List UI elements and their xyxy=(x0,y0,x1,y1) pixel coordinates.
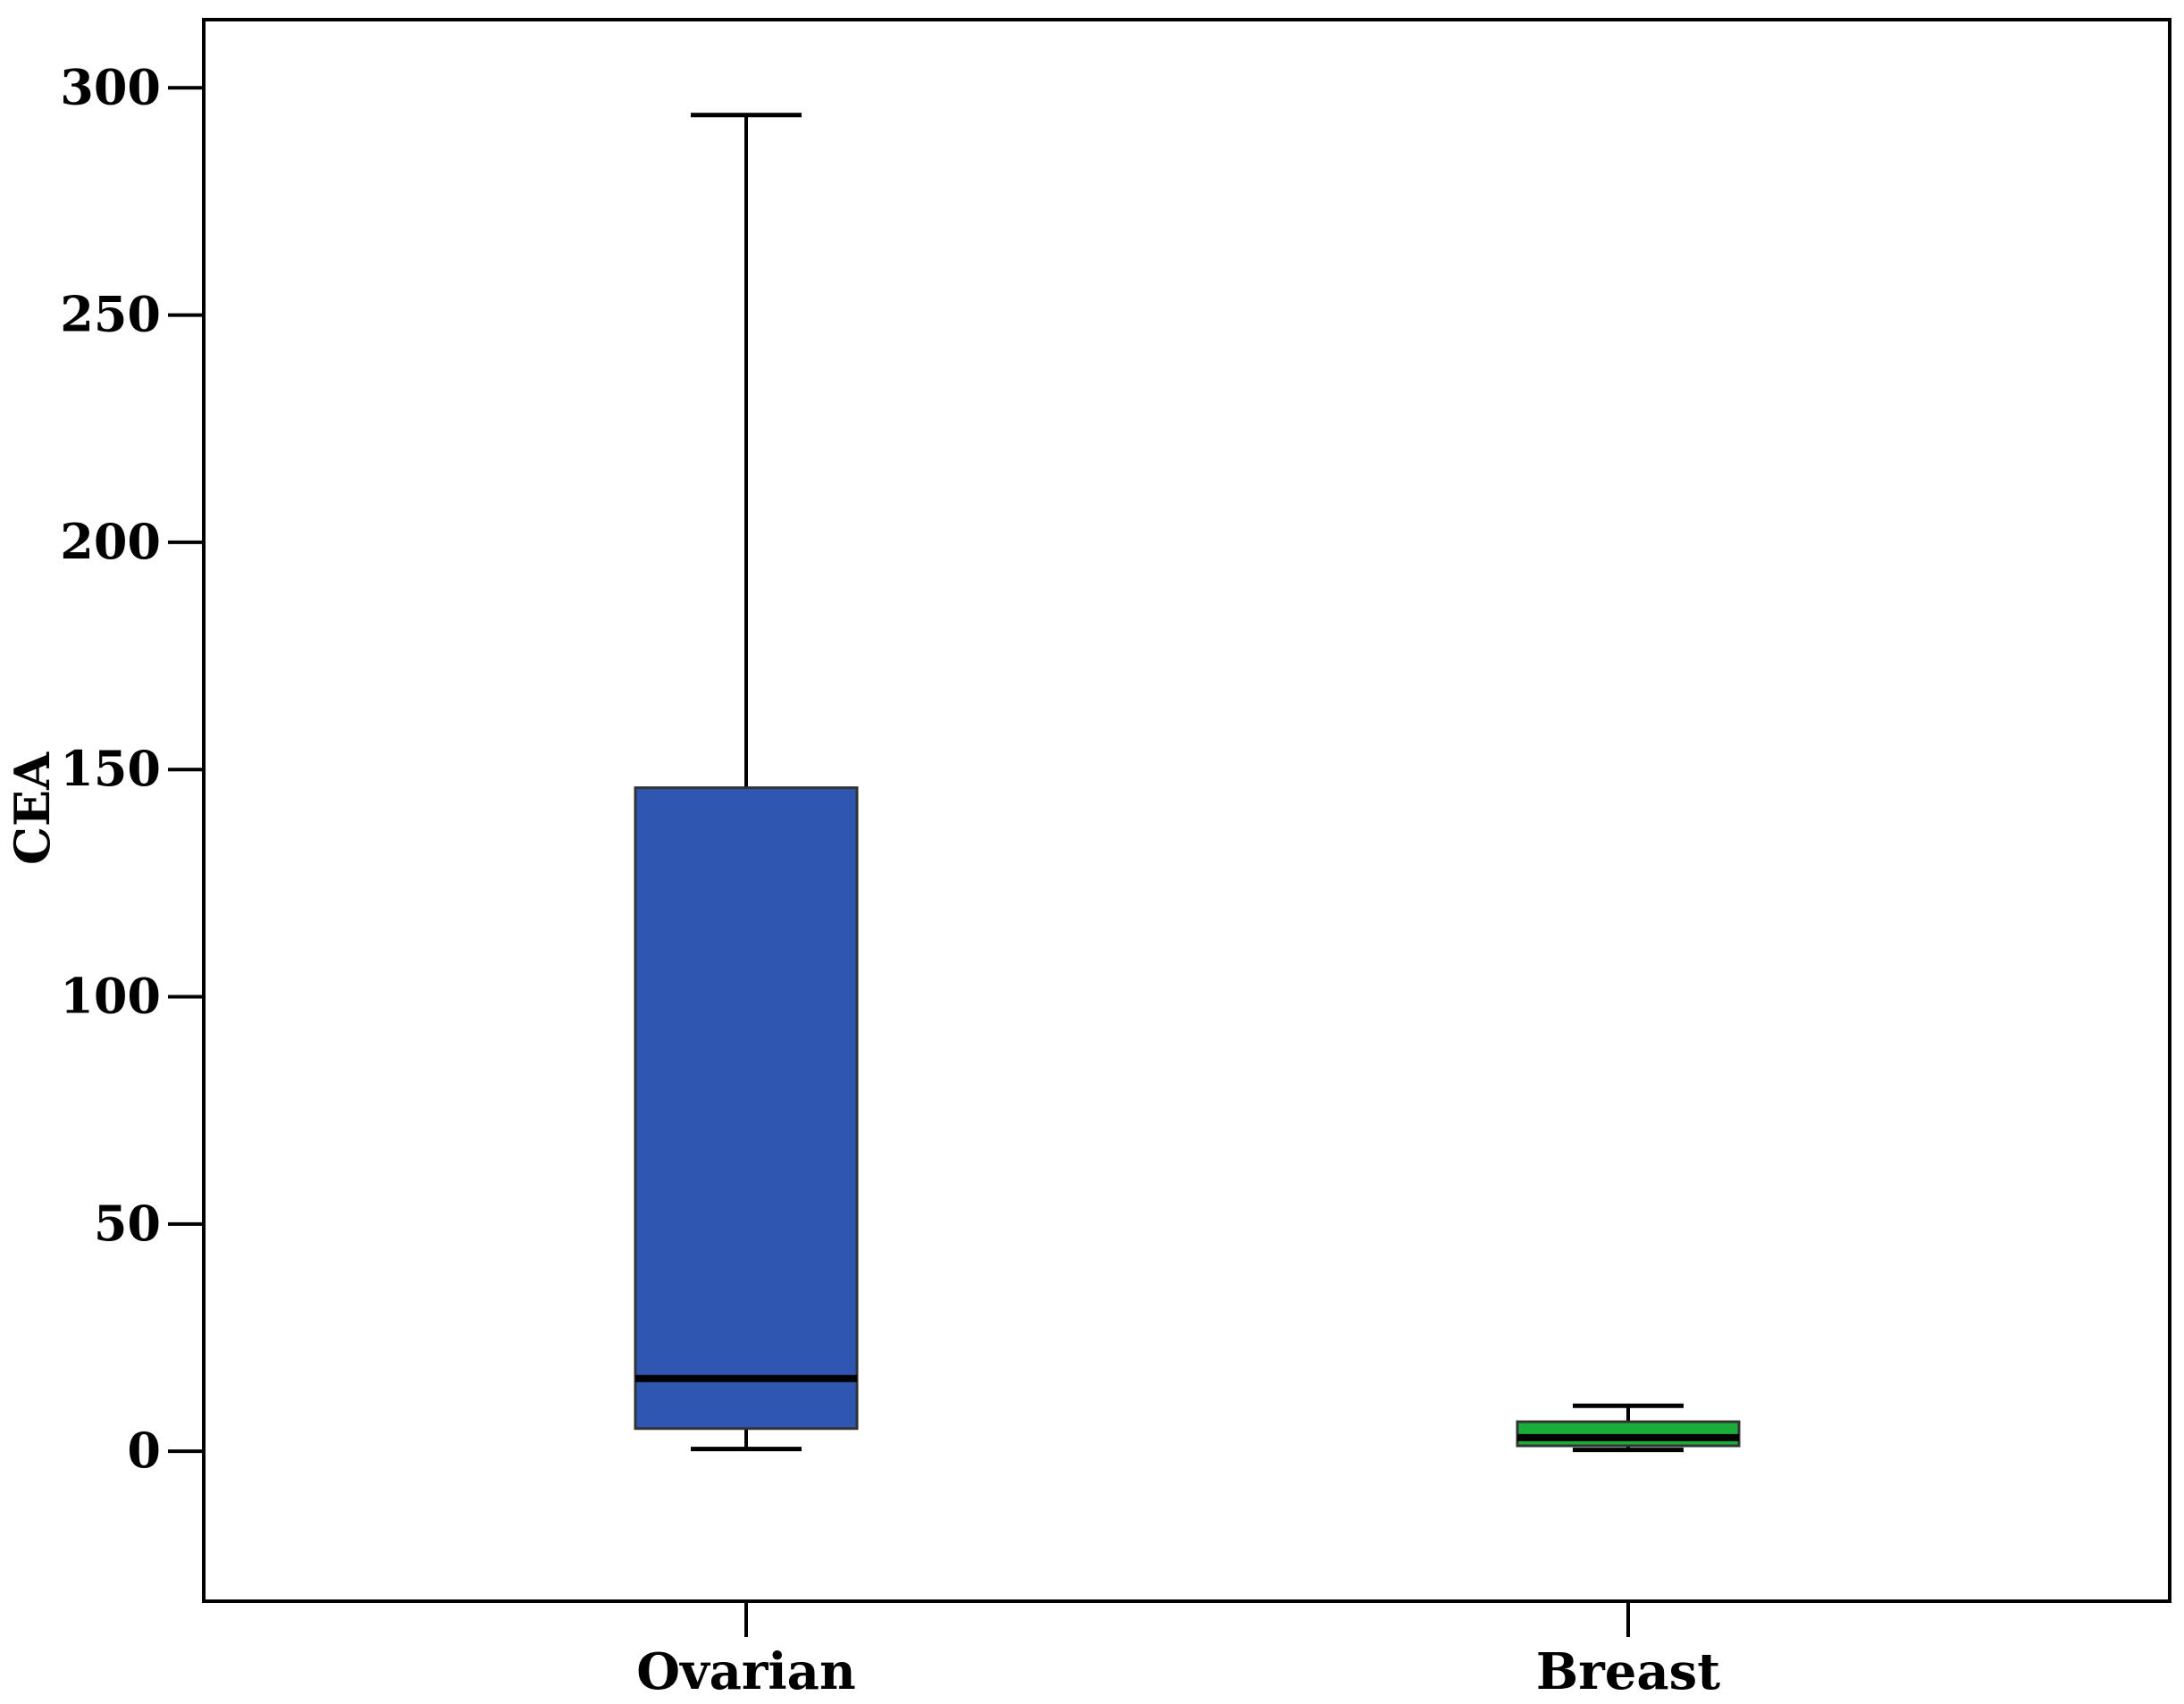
box-ovarian xyxy=(634,113,859,1452)
x-axis: Ovarian Breast xyxy=(636,1601,1720,1701)
boxes-layer xyxy=(634,113,1741,1453)
y-tick-label: 150 xyxy=(60,740,161,797)
y-tick-label: 50 xyxy=(94,1195,161,1252)
y-tick-label: 200 xyxy=(60,513,161,570)
y-tick-label: 250 xyxy=(60,286,161,343)
x-tick-label-ovarian: Ovarian xyxy=(636,1642,855,1701)
iqr-box xyxy=(1516,1420,1741,1448)
y-tick-label: 100 xyxy=(60,968,161,1025)
x-tick-label-breast: Breast xyxy=(1536,1642,1720,1701)
iqr-box xyxy=(634,786,859,1431)
y-axis: 0 50 100 150 200 250 300 xyxy=(60,58,204,1479)
box-breast xyxy=(1516,1403,1741,1453)
y-axis-title: CEA xyxy=(4,751,61,865)
plot-frame xyxy=(202,18,2171,1603)
y-tick-label: 300 xyxy=(60,58,161,115)
y-tick-label: 0 xyxy=(127,1422,161,1479)
